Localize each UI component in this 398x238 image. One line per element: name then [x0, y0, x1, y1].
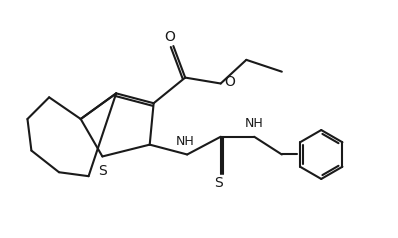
Text: O: O: [224, 74, 236, 89]
Text: NH: NH: [176, 135, 195, 148]
Text: NH: NH: [245, 117, 263, 130]
Text: O: O: [164, 30, 175, 44]
Text: S: S: [215, 176, 223, 190]
Text: S: S: [98, 164, 107, 178]
